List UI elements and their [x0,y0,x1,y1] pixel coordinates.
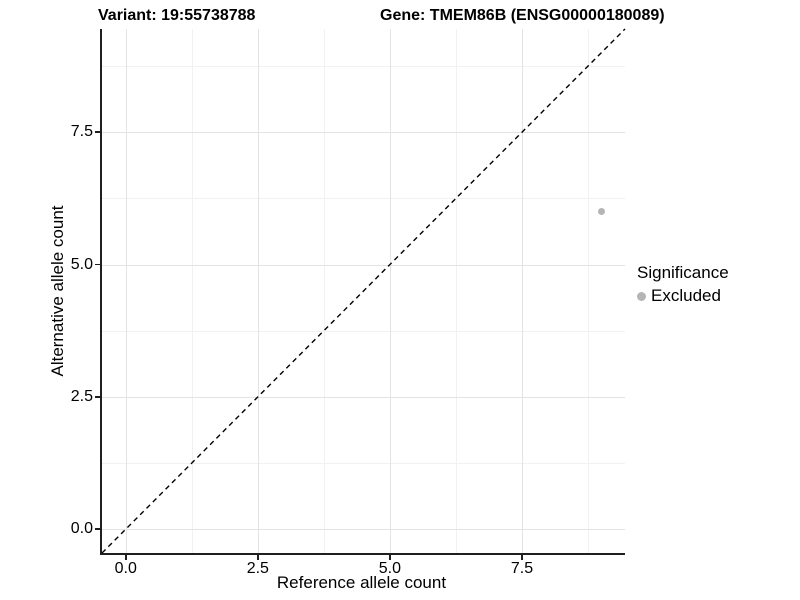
legend-title: Significance [637,263,729,282]
plot-title-variant: Variant: 19:55738788 [98,7,256,24]
x-axis-title: Reference allele count [276,573,447,592]
y-tick-mark [95,263,100,266]
legend-item-excluded: Excluded [637,286,729,306]
legend-item-label: Excluded [651,286,721,305]
legend: Significance Excluded [637,263,729,306]
x-tick-mark [125,555,127,560]
plot-title-gene: Gene: TMEM86B (ENSG00000180089) [380,7,665,24]
y-major-gridline [102,396,625,398]
y-major-gridline [102,132,625,134]
x-tick-label: 2.5 [246,560,269,577]
x-minor-gridline [191,29,193,553]
y-major-gridline [102,529,625,531]
x-major-gridline [389,29,391,553]
x-major-gridline [125,29,127,553]
y-major-gridline [102,264,625,266]
x-tick-mark [521,555,523,560]
y-tick-label: 7.5 [70,123,93,141]
y-tick-label: 5.0 [70,255,93,273]
x-tick-label: 0.0 [114,560,137,577]
legend-key-dot [637,291,646,301]
y-minor-gridline [102,463,625,465]
y-tick-mark [95,396,100,398]
x-major-gridline [521,29,523,553]
y-minor-gridline [102,66,625,68]
y-tick-mark [95,528,100,530]
x-minor-gridline [455,29,457,553]
identity-line [101,28,626,554]
data-point [597,208,605,216]
y-tick-mark [95,131,100,133]
y-tick-label: 2.5 [70,387,93,405]
y-axis-title: Alternative allele count [48,205,67,377]
x-tick-label: 5.0 [378,560,402,577]
y-minor-gridline [102,198,625,200]
x-tick-label: 7.5 [510,560,534,577]
x-minor-gridline [588,29,590,553]
x-major-gridline [257,29,259,553]
y-tick-label: 0.0 [70,520,93,538]
plot-panel [100,28,626,555]
y-minor-gridline [102,330,625,332]
identity-line-layer [101,28,626,554]
x-tick-mark [389,555,391,560]
x-minor-gridline [323,29,325,553]
x-tick-mark [257,555,259,560]
